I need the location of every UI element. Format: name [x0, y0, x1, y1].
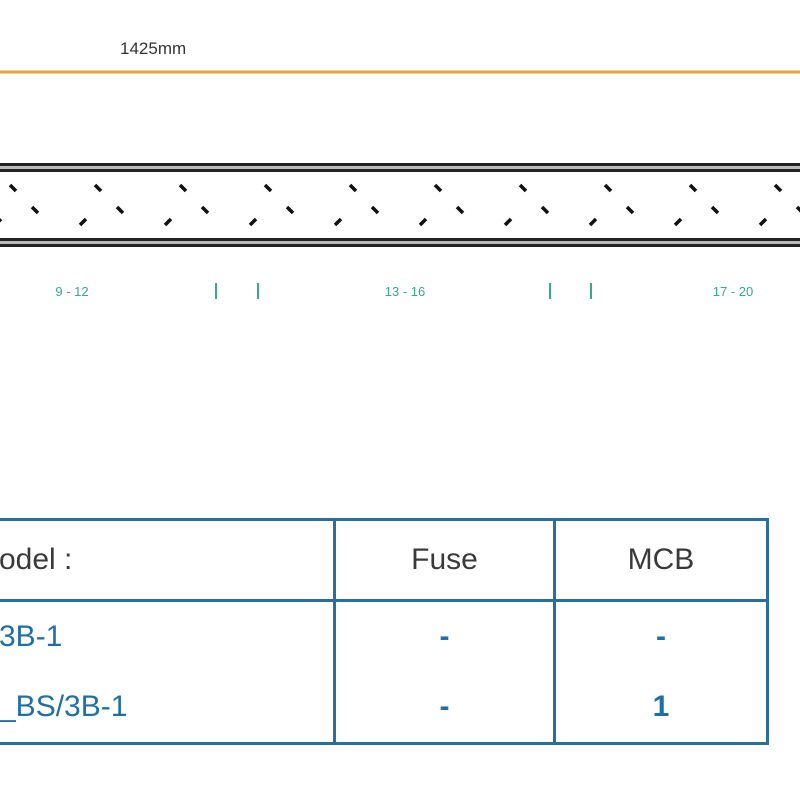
mcb-cell: -: [656, 620, 666, 653]
hatch-dash: [540, 205, 550, 215]
hatch-dash: [433, 183, 443, 193]
hatch-dash: [285, 205, 295, 215]
enclosure-drawing: [0, 70, 800, 299]
hatch-dash: [115, 205, 125, 215]
mcb-cell: 1: [652, 690, 670, 723]
hatch-dash: [333, 217, 343, 227]
range-separators: [215, 283, 592, 299]
header-mcb: MCB: [553, 519, 768, 602]
hatch-dash: [503, 217, 513, 227]
hatch-dash: [418, 217, 428, 227]
hatch-dash: [0, 218, 3, 223]
header-fuse: Fuse: [333, 519, 555, 602]
hatch-dash: [30, 205, 40, 215]
hatch-dash: [163, 217, 173, 227]
hatch-pattern: [0, 183, 800, 227]
model-cell: 3B-1: [0, 620, 63, 653]
hatch-dash: [603, 183, 613, 193]
hatch-dash: [795, 205, 800, 213]
hatch-dash: [710, 205, 720, 215]
hatch-dash: [673, 217, 683, 227]
hatch-dash: [93, 183, 103, 193]
fuse-cell: -: [439, 690, 450, 723]
fuse-cell: -: [439, 620, 450, 653]
hatch-dash: [773, 183, 783, 193]
header-model: odel :: [0, 519, 335, 602]
hatch-dash: [758, 217, 768, 227]
hatch-dash: [178, 183, 188, 193]
table-header-row: odel : Fuse MCB: [0, 519, 768, 602]
hatch-dash: [8, 183, 18, 193]
hatch-dash: [518, 183, 528, 193]
hatch-dash: [348, 183, 358, 193]
hatch-dash: [78, 217, 88, 227]
hatch-dash: [370, 205, 380, 215]
range-label: 13 - 16: [384, 284, 426, 299]
hatch-dash: [588, 217, 598, 227]
model-cell: _BS/3B-1: [0, 690, 128, 723]
range-label: 17 - 20: [712, 284, 754, 299]
protection-table: odel : Fuse MCB 3B-1 _BS/3B-1 - - - 1: [0, 518, 769, 745]
hatch-dash: [248, 217, 258, 227]
hatch-dash: [625, 205, 635, 215]
table-body: 3B-1 _BS/3B-1 - - - 1: [0, 600, 768, 744]
hatch-dash: [688, 183, 698, 193]
hatch-dash: [263, 183, 273, 193]
range-label: 9 - 12: [55, 284, 89, 299]
hatch-dash: [200, 205, 210, 215]
enclosure-bar: [0, 163, 800, 247]
dimension-label: 1425mm: [120, 39, 187, 58]
hatch-dash: [455, 205, 465, 215]
